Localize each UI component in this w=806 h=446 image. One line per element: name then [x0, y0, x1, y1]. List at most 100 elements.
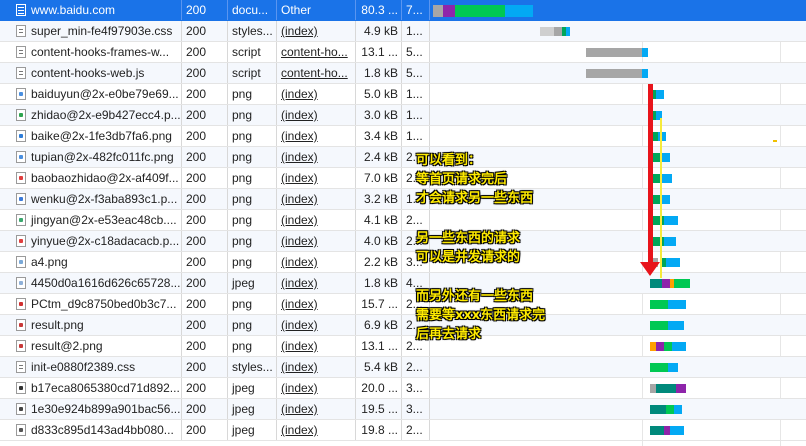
request-name: content-hooks-frames-w... — [31, 45, 170, 59]
name-cell[interactable]: content-hooks-frames-w... — [0, 42, 182, 62]
waterfall-bar — [648, 132, 658, 141]
name-cell[interactable]: content-hooks-web.js — [0, 63, 182, 83]
size-cell: 5.4 kB — [356, 357, 402, 377]
name-cell[interactable]: www.baidu.com — [0, 0, 182, 20]
waterfall-bar — [666, 258, 680, 267]
size-cell: 80.3 ... — [356, 0, 402, 20]
type-cell: png — [228, 210, 277, 230]
table-row[interactable]: baiduyun@2x-e0be79e69... 200 png (index) 5.0… — [0, 84, 806, 105]
table-row[interactable]: 1e30e924b899a901bac56... 200 jpeg (index) 19… — [0, 399, 806, 420]
annotation-block-2: 另一些东西的请求 可以是并发请求的 — [416, 229, 520, 267]
image-icon — [16, 277, 26, 289]
name-cell[interactable]: result.png — [0, 315, 182, 335]
name-cell[interactable]: PCtm_d9c8750bed0b3c7... — [0, 294, 182, 314]
table-row[interactable]: tupian@2x-482fc011fc.png 200 png (index) 2.4… — [0, 147, 806, 168]
waterfall-bar — [648, 153, 660, 162]
initiator-link[interactable]: (index) — [277, 126, 356, 146]
table-row[interactable]: zhidao@2x-e9b427ecc4.p... 200 png (index) 3.… — [0, 105, 806, 126]
table-row[interactable]: result@2.png 200 png (index) 13.1 ... 2... — [0, 336, 806, 357]
initiator-link[interactable]: content-ho... — [277, 42, 356, 62]
time-cell: 3... — [402, 252, 430, 272]
table-row[interactable]: super_min-fe4f97903e.css 200 styles... (ind… — [0, 21, 806, 42]
size-cell: 4.0 kB — [356, 231, 402, 251]
initiator-link[interactable]: (index) — [277, 252, 356, 272]
initiator-link[interactable]: (index) — [277, 315, 356, 335]
table-row[interactable]: init-e0880f2389.css 200 styles... (index) 5.… — [0, 357, 806, 378]
table-row[interactable]: d833c895d143ad4bb080... 200 jpeg (index) 19.… — [0, 420, 806, 441]
type-cell: png — [228, 84, 277, 104]
initiator-link[interactable]: content-ho... — [277, 63, 356, 83]
name-cell[interactable]: jingyan@2x-e53eac48cb.... — [0, 210, 182, 230]
name-cell[interactable]: super_min-fe4f97903e.css — [0, 21, 182, 41]
name-cell[interactable]: zhidao@2x-e9b427ecc4.p... — [0, 105, 182, 125]
time-cell: 2... — [402, 336, 430, 356]
waterfall-cell — [430, 105, 806, 125]
name-cell[interactable]: 1e30e924b899a901bac56... — [0, 399, 182, 419]
name-cell[interactable]: 4450d0a1616d626c65728... — [0, 273, 182, 293]
initiator-link[interactable]: (index) — [277, 168, 356, 188]
initiator-link[interactable]: (index) — [277, 336, 356, 356]
name-cell[interactable]: wenku@2x-f3aba893c1.p... — [0, 189, 182, 209]
waterfall-bar — [650, 300, 668, 309]
initiator-link[interactable]: (index) — [277, 357, 356, 377]
table-row[interactable]: wenku@2x-f3aba893c1.p... 200 png (index) 3.2… — [0, 189, 806, 210]
table-row[interactable]: yinyue@2x-c18adacacb.p... 200 png (index) 4.… — [0, 231, 806, 252]
table-row[interactable]: b17eca8065380cd71d892... 200 jpeg (index) 20… — [0, 378, 806, 399]
name-cell[interactable]: b17eca8065380cd71d892... — [0, 378, 182, 398]
initiator-link[interactable]: (index) — [277, 378, 356, 398]
initiator-link[interactable]: (index) — [277, 105, 356, 125]
type-cell: png — [228, 126, 277, 146]
waterfall-bar — [674, 279, 690, 288]
table-row[interactable]: PCtm_d9c8750bed0b3c7... 200 png (index) 15.7… — [0, 294, 806, 315]
name-cell[interactable]: tupian@2x-482fc011fc.png — [0, 147, 182, 167]
annotation-block-1: 可以看到： 等首页请求完后 才会请求另一些东西 — [416, 151, 533, 208]
type-cell: png — [228, 252, 277, 272]
table-row[interactable]: baobaozhidao@2x-af409f... 200 png (index) 7.… — [0, 168, 806, 189]
name-cell[interactable]: baiduyun@2x-e0be79e69... — [0, 84, 182, 104]
name-cell[interactable]: init-e0880f2389.css — [0, 357, 182, 377]
waterfall-cell — [430, 210, 806, 230]
request-name: result.png — [31, 318, 84, 332]
table-row[interactable]: content-hooks-frames-w... 200 script conten… — [0, 42, 806, 63]
status-cell: 200 — [182, 231, 228, 251]
initiator-link[interactable]: (index) — [277, 210, 356, 230]
initiator-link[interactable]: (index) — [277, 273, 356, 293]
initiator-link[interactable]: (index) — [277, 399, 356, 419]
size-cell: 2.2 kB — [356, 252, 402, 272]
time-cell: 2... — [402, 147, 430, 167]
initiator-link[interactable]: (index) — [277, 420, 356, 440]
name-cell[interactable]: result@2.png — [0, 336, 182, 356]
name-cell[interactable]: yinyue@2x-c18adacacb.p... — [0, 231, 182, 251]
waterfall-bar — [540, 27, 554, 36]
initiator-link[interactable]: (index) — [277, 147, 356, 167]
initiator-link[interactable]: (index) — [277, 21, 356, 41]
table-row[interactable]: jingyan@2x-e53eac48cb.... 200 png (index) 4.… — [0, 210, 806, 231]
table-row[interactable]: www.baidu.com 200 docu... Other 80.3 ... 7... — [0, 0, 806, 21]
request-name: jingyan@2x-e53eac48cb.... — [31, 213, 177, 227]
initiator-link[interactable]: (index) — [277, 294, 356, 314]
table-row[interactable]: a4.png 200 png (index) 2.2 kB 3... — [0, 252, 806, 273]
name-cell[interactable]: baobaozhidao@2x-af409f... — [0, 168, 182, 188]
initiator-link[interactable]: (index) — [277, 84, 356, 104]
name-cell[interactable]: d833c895d143ad4bb080... — [0, 420, 182, 440]
waterfall-bar — [668, 321, 684, 330]
time-cell: 7... — [402, 0, 430, 20]
name-cell[interactable]: a4.png — [0, 252, 182, 272]
table-row[interactable]: result.png 200 png (index) 6.9 kB 2... — [0, 315, 806, 336]
waterfall-bar — [658, 132, 666, 141]
initiator-link[interactable]: (index) — [277, 231, 356, 251]
initiator-link[interactable]: (index) — [277, 189, 356, 209]
waterfall-bar — [650, 216, 664, 225]
image-icon — [16, 88, 26, 100]
annotation-block-3: 而另外还有一些东西 需要等xxx东西请求完 后再去请求 — [416, 287, 545, 344]
waterfall-bar — [664, 426, 670, 435]
table-row[interactable]: baike@2x-1fe3db7fa6.png 200 png (index) 3.4 … — [0, 126, 806, 147]
image-icon — [16, 403, 26, 415]
annotation-line: 才会请求另一些东西 — [416, 191, 534, 206]
table-row[interactable]: content-hooks-web.js 200 script content-ho.… — [0, 63, 806, 84]
waterfall-cell — [430, 357, 806, 377]
table-row[interactable]: 4450d0a1616d626c65728... 200 jpeg (index) 1.… — [0, 273, 806, 294]
name-cell[interactable]: baike@2x-1fe3db7fa6.png — [0, 126, 182, 146]
status-cell: 200 — [182, 126, 228, 146]
waterfall-bar — [648, 195, 660, 204]
